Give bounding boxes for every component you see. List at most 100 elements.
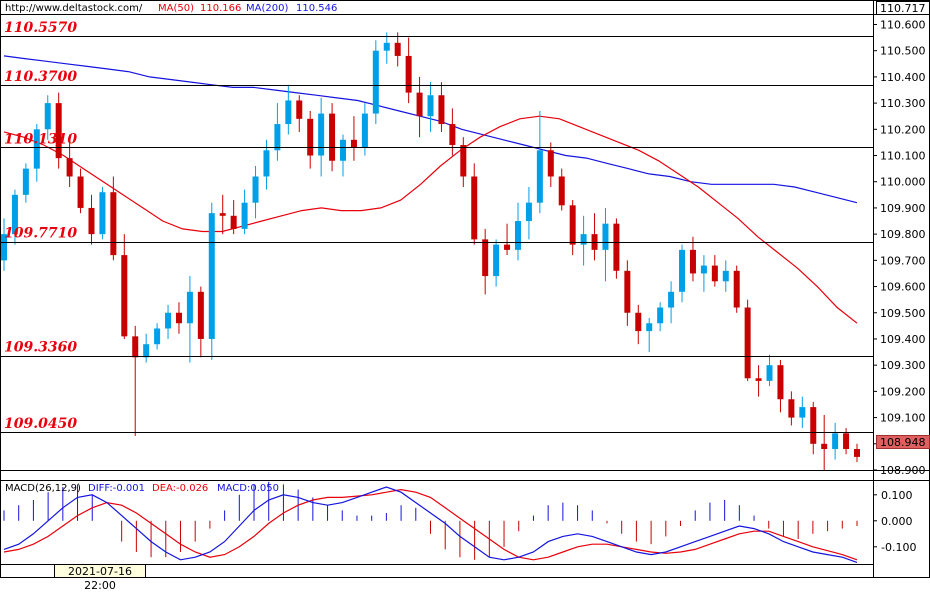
macd-dea-line	[3, 488, 858, 561]
ma50-path	[3, 115, 858, 324]
candle-body	[11, 194, 18, 235]
ma50-value: 110.166	[200, 3, 242, 14]
candle-body	[296, 100, 303, 119]
candle-body	[329, 113, 336, 161]
macd-diff: DIFF:-0.001	[88, 483, 145, 494]
macd-value: MACD:0.050	[217, 483, 279, 494]
candle-body	[340, 139, 347, 161]
price-tick-label: 110.500	[880, 45, 926, 58]
candle-body	[799, 407, 806, 418]
candle-body	[711, 265, 718, 282]
candle-body	[121, 255, 128, 337]
level-label: 110.3700	[4, 69, 77, 85]
candle-body	[525, 202, 532, 222]
price-tick-label: 109.700	[880, 254, 926, 267]
support-resistance-levels: 110.5570 110.3700 110.1310 109.7710 109.3360…	[0, 20, 873, 433]
candle-body	[624, 270, 631, 313]
macd-title: MACD(26,12,9)	[5, 483, 81, 494]
candle-body	[383, 42, 390, 51]
price-tick-label: 109.200	[880, 385, 926, 398]
price-tick-label: 109.300	[880, 359, 926, 372]
candle-body	[504, 244, 511, 250]
level-label: 109.3360	[4, 340, 77, 356]
candle-body	[274, 124, 281, 151]
date-label: 2021-07-16 22:00	[54, 564, 146, 592]
candles	[1, 32, 860, 470]
ma50-line	[3, 115, 858, 324]
candle-body	[843, 433, 850, 450]
candle-body	[33, 129, 40, 169]
candle-body	[482, 239, 489, 277]
candle-body	[416, 92, 423, 117]
candle-body	[733, 270, 740, 308]
candle-body	[449, 124, 456, 146]
price-tick-label: 109.400	[880, 333, 926, 346]
candle-body	[263, 150, 270, 177]
candle-body	[460, 145, 467, 177]
price-tick-label: 109.800	[880, 228, 926, 241]
candle-body	[679, 249, 686, 292]
candle-body	[154, 328, 161, 345]
candle-body	[547, 150, 554, 177]
candle-body	[471, 176, 478, 240]
candle-body	[230, 215, 237, 229]
price-tick-label: 110.400	[880, 71, 926, 84]
candle-body	[241, 202, 248, 229]
candle-body	[766, 365, 773, 381]
macd-panel: 0.100 0.000 -0.100	[3, 481, 916, 563]
candle-body	[821, 443, 828, 450]
candle-body	[438, 95, 445, 125]
candle-body	[285, 100, 292, 125]
candle-body	[318, 113, 325, 156]
candle-body	[755, 378, 762, 381]
level-label: 109.0450	[4, 416, 77, 432]
macd-tick-label: 0.100	[881, 489, 913, 502]
top-price-label: 110.717	[876, 1, 930, 15]
candle-body	[44, 103, 51, 130]
price-tick-label: 110.000	[880, 176, 926, 189]
candle-body	[88, 207, 95, 235]
price-tick-label: 109.100	[880, 412, 926, 425]
price-chart-svg[interactable]: 110.5570 110.3700 110.1310 109.7710 109.3360…	[0, 0, 930, 578]
ma50-label: MA(50)	[158, 3, 194, 14]
candle-body	[66, 158, 73, 177]
candle-body	[536, 150, 543, 203]
price-tick-label: 110.300	[880, 97, 926, 110]
candle-body	[722, 270, 729, 282]
price-tick-label: 109.500	[880, 307, 926, 320]
candle-body	[635, 312, 642, 332]
candle-body	[646, 323, 653, 332]
candle-body	[372, 50, 379, 114]
candle-body	[219, 213, 226, 216]
candle-body	[208, 213, 215, 339]
macd-tick-label: -0.100	[881, 541, 916, 554]
candle-body	[143, 344, 150, 358]
price-axis-ticks: 110.600 110.500 110.400 110.300 110.200 110.1…	[873, 18, 926, 477]
candle-body	[175, 312, 182, 324]
candle-body	[252, 176, 259, 203]
candle-body	[165, 312, 172, 329]
site-url[interactable]: http://www.deltastock.com/	[5, 3, 143, 14]
candle-body	[689, 249, 696, 274]
price-tick-label: 109.600	[880, 281, 926, 294]
candle-body	[788, 399, 795, 418]
candle-body	[569, 205, 576, 245]
candle-body	[832, 433, 839, 450]
candle-body	[558, 176, 565, 206]
candle-body	[854, 449, 860, 457]
candle-body	[668, 291, 675, 308]
candle-body	[110, 192, 117, 256]
price-tick-label: 109.900	[880, 202, 926, 215]
candle-body	[493, 244, 500, 277]
candle-body	[613, 223, 620, 271]
macd-dea: DEA:-0.026	[152, 483, 209, 494]
candle-body	[132, 336, 139, 358]
candle-body	[405, 55, 412, 93]
candle-body	[744, 307, 751, 379]
candle-body	[350, 139, 357, 148]
macd-diff-line	[3, 486, 858, 563]
ma200-value: 110.546	[296, 3, 338, 14]
level-label: 110.5570	[4, 20, 77, 36]
candle-body	[77, 176, 84, 208]
